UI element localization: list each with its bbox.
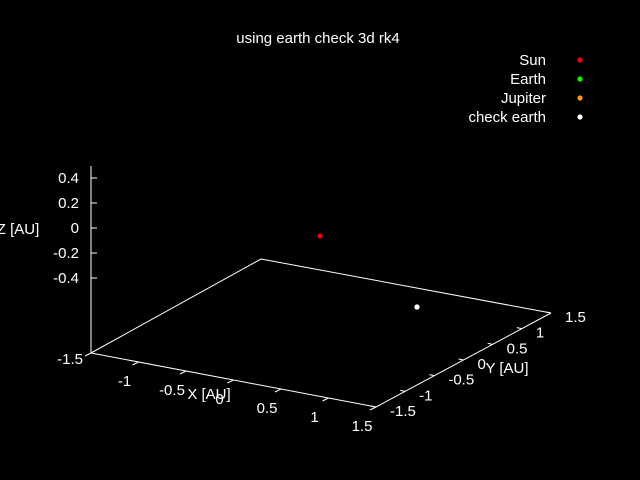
legend-label: Jupiter bbox=[501, 90, 546, 107]
data-points bbox=[317, 233, 420, 310]
x-axis-label: X [AU] bbox=[187, 386, 230, 403]
legend-label: Sun bbox=[519, 52, 546, 69]
y-tick-label: 0 bbox=[478, 356, 486, 373]
y-tick bbox=[516, 327, 522, 330]
y-tick-label: -0.5 bbox=[448, 372, 474, 389]
tick-labels: -1.5-1-0.500.511.5-1.5-1-0.500.511.50.40… bbox=[53, 170, 586, 435]
legend-marker bbox=[577, 57, 583, 63]
legend-marker bbox=[577, 76, 583, 82]
x-tick bbox=[179, 370, 187, 375]
y-tick bbox=[400, 389, 406, 392]
y-axis-label: Y [AU] bbox=[485, 360, 528, 377]
y-tick-label: 1.5 bbox=[565, 309, 586, 326]
point-check-earth bbox=[414, 304, 420, 310]
y-tick-label: 1 bbox=[536, 325, 544, 342]
x-tick-label: 0 bbox=[215, 391, 223, 408]
y-tick bbox=[370, 405, 377, 408]
y-tick bbox=[429, 374, 435, 377]
x-tick-label: -1 bbox=[118, 373, 131, 390]
legend-marker bbox=[577, 114, 583, 120]
x-tick bbox=[132, 361, 139, 366]
z-tick-label: 0 bbox=[71, 220, 79, 237]
legend-label: Earth bbox=[510, 71, 546, 88]
y-tick bbox=[545, 311, 552, 314]
x-tick bbox=[84, 352, 92, 357]
x-tick bbox=[227, 379, 234, 384]
z-axis-label: Z [AU] bbox=[0, 221, 39, 238]
x-tick-label: 1 bbox=[310, 409, 318, 426]
y-tick bbox=[487, 342, 493, 345]
x-tick bbox=[322, 397, 329, 402]
x-tick bbox=[274, 388, 282, 393]
y-tick-label: -1 bbox=[419, 387, 432, 404]
z-tick-label: 0.2 bbox=[58, 195, 79, 212]
axis-ticks bbox=[84, 177, 552, 411]
y-tick-label: 0.5 bbox=[507, 340, 528, 357]
z-tick-label: -0.2 bbox=[53, 245, 79, 262]
x-tick-label: -1.5 bbox=[57, 351, 83, 368]
z-tick-label: 0.4 bbox=[58, 170, 79, 187]
y-tick bbox=[458, 358, 464, 361]
point-sun bbox=[317, 233, 323, 239]
legend-marker bbox=[577, 95, 583, 101]
legend-label: check earth bbox=[468, 109, 546, 126]
x-tick-label: -0.5 bbox=[159, 382, 185, 399]
x-tick bbox=[369, 406, 377, 411]
z-tick-label: -0.4 bbox=[53, 270, 79, 287]
legend: Sun Earth Jupiter check earth bbox=[468, 52, 583, 126]
base-plane-edge-left bbox=[90, 258, 262, 354]
x-tick-label: 1.5 bbox=[352, 418, 373, 435]
y-tick-label: -1.5 bbox=[390, 403, 416, 420]
chart-title: using earth check 3d rk4 bbox=[236, 30, 399, 47]
x-tick-label: 0.5 bbox=[257, 400, 278, 417]
base-plane-edge-back bbox=[260, 258, 552, 314]
